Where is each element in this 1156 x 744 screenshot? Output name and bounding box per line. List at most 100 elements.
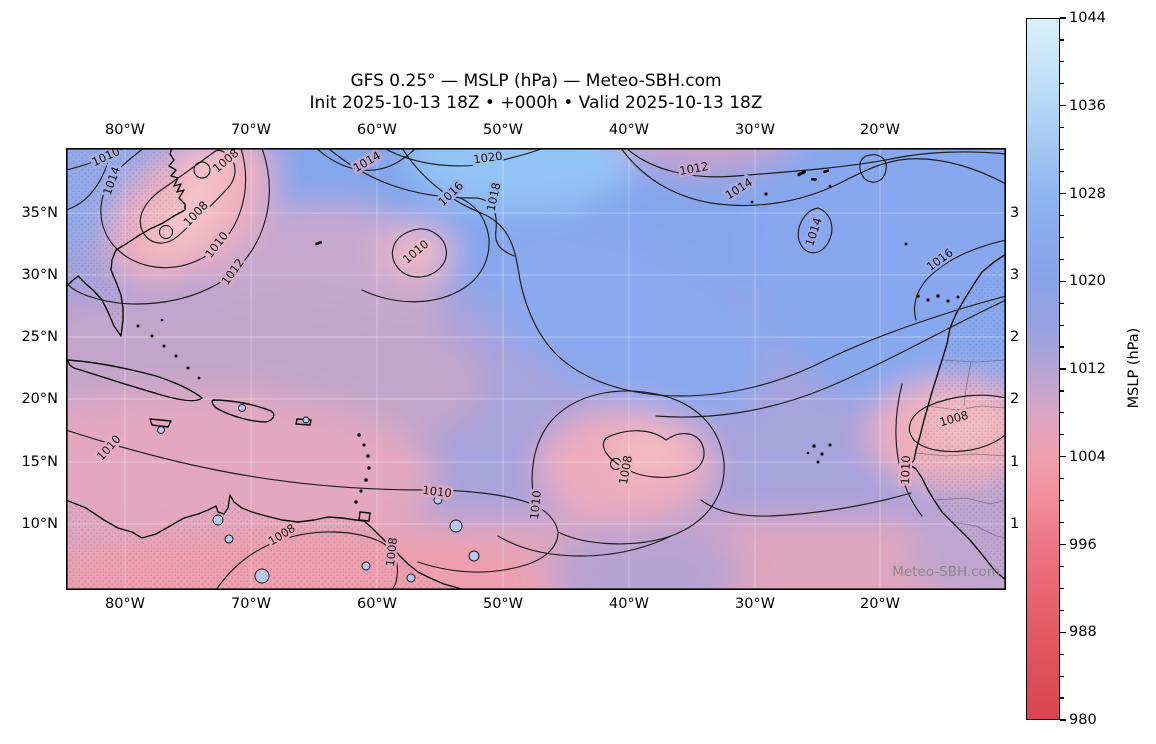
isobar-1010-uslow [100,148,247,269]
colorbar-tick-label: 1012 [1069,361,1106,377]
colorbar-minor-tick [1060,412,1064,414]
isobar-label-1010: 1010 [898,455,913,485]
lat-tick-right-clipped: 3 [1010,267,1020,283]
coast-jamaica [149,418,172,428]
watermark: Meteo-SBH.com [892,564,1000,580]
isobar-1010-small-low [391,228,447,278]
colorbar-tick-label: 1028 [1069,185,1106,202]
isobar-1016-pocket [859,154,887,183]
lon-tick-top: 80°W [104,122,146,138]
colorbar-major-tick [1060,280,1066,282]
colorbar-tick-label: 1020 [1069,273,1106,290]
colorbar-title: MSLP (hPa) [1126,327,1142,409]
lat-tick-left: 25°N [21,329,58,345]
colorbar [1026,18,1060,720]
lon-tick-bottom: 50°W [482,596,524,612]
island-bermuda [315,240,323,246]
isobar-1012-sa-trough [497,535,672,557]
colorbar-tick-label: 988 [1069,624,1097,641]
lat-tick-left: 20°N [21,391,58,407]
colorbar-minor-tick [1060,149,1064,151]
coast-hispaniola [211,399,275,423]
colorbar-minor-tick [1060,61,1064,63]
isobar-1008-africa [908,394,1006,453]
lon-tick-bottom: 30°W [734,596,776,612]
lat-tick-right-clipped: 1 [1010,516,1020,532]
colorbar-minor-tick [1060,170,1064,173]
isobar-label-1010: 1010 [527,490,544,521]
isobar-1008-uslow [139,149,236,244]
isobar-1008-trop [602,430,705,478]
lon-tick-bottom: 20°W [859,596,901,612]
colorbar-major-tick [1060,631,1066,633]
isobar-1016-tongue [401,148,1006,397]
colorbar-minor-tick [1060,609,1064,611]
colorbar-major-tick [1060,543,1066,546]
isobar-1016-morocco [913,239,1006,321]
colorbar-minor-tick [1060,500,1064,502]
isobar-1020 [383,148,545,167]
coast-trinidad [358,511,371,522]
coast-south-america [66,494,467,590]
isobar-1012-uslow [66,148,270,305]
isobar-1010-africa [895,383,923,517]
lon-tick-top: 40°W [608,122,650,138]
lon-tick-top: 50°W [482,122,524,138]
colorbar-minor-tick [1060,697,1064,699]
isobars [66,148,1006,590]
colorbar-tick-label: 980 [1069,712,1097,728]
isobar-1008-trop-core [609,457,623,471]
colorbar-minor-tick [1060,127,1064,129]
coast-cuba [67,359,203,402]
coast-north-america [66,148,186,337]
isobar-label-1010: 1010 [422,483,453,500]
colorbar-minor-tick [1060,521,1064,524]
colorbar-minor-tick [1060,653,1064,655]
isobar-label-1008: 1008 [383,537,400,568]
colorbar-minor-tick [1060,565,1064,568]
island-dots [136,169,960,504]
lon-tick-bottom: 80°W [104,596,146,612]
lon-tick-top: 60°W [356,122,398,138]
isobar-1012-diag [700,492,912,517]
lon-tick-top: 70°W [230,122,272,138]
isobar-1018 [327,148,515,257]
colorbar-minor-tick [1060,39,1064,41]
isobar-1012-mid-arc [361,195,490,303]
isobar-1014-east [620,148,1006,207]
isobar-1006-core-b [158,224,174,240]
colorbar-tick-label: 996 [1069,536,1097,553]
lat-tick-left: 10°N [21,516,58,532]
colorbar-major-tick [1060,719,1066,721]
colorbar-tick-label: 1036 [1069,97,1106,114]
colorbar-minor-tick [1060,83,1064,85]
isobar-1010-corner [66,148,125,171]
chart-subtitle: Init 2025-10-13 18Z • +000h • Valid 2025… [309,93,763,113]
lat-tick-left: 30°N [21,267,58,283]
isobar-1006-core-a [193,161,211,179]
isobar-1014-corner [66,148,115,211]
isobar-1010-band [66,429,559,573]
isobar-1012-tr [625,148,1006,178]
colorbar-minor-tick [1060,258,1064,260]
lon-tick-bottom: 70°W [230,596,272,612]
lat-tick-right-clipped: 2 [1010,329,1020,345]
lon-tick-top: 20°W [859,122,901,138]
colorbar-major-tick [1060,456,1066,458]
colorbar-minor-tick [1060,434,1064,436]
country-borders [915,359,1006,539]
isobar-1014-diag [655,299,1006,418]
colorbar-major-tick [1060,368,1066,370]
colorbar-major-tick [1060,17,1066,19]
colorbar-minor-tick [1060,675,1064,677]
colorbar-minor-tick [1060,390,1064,392]
lon-tick-bottom: 40°W [608,596,650,612]
terrain-contours [157,404,480,584]
colorbar-minor-tick [1060,214,1064,217]
colorbar-minor-tick [1060,478,1064,480]
isobar-1008-sa [215,531,399,590]
colorbar-major-tick [1060,105,1066,107]
lat-tick-left: 15°N [21,454,58,470]
